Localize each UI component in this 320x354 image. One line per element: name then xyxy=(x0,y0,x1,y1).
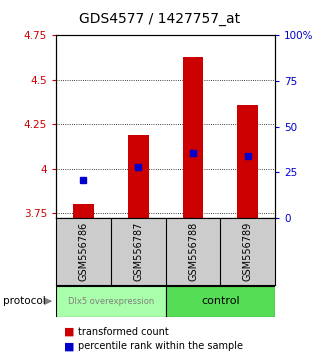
Text: control: control xyxy=(201,296,240,306)
Text: ■: ■ xyxy=(64,341,75,351)
Text: GDS4577 / 1427757_at: GDS4577 / 1427757_at xyxy=(79,12,241,27)
Text: GSM556786: GSM556786 xyxy=(78,222,88,281)
Bar xyxy=(237,105,258,218)
Bar xyxy=(128,135,148,218)
Text: Dlx5 overexpression: Dlx5 overexpression xyxy=(68,297,154,306)
Bar xyxy=(183,57,204,218)
Text: percentile rank within the sample: percentile rank within the sample xyxy=(78,341,244,351)
Text: GSM556789: GSM556789 xyxy=(243,222,253,281)
Text: GSM556788: GSM556788 xyxy=(188,222,198,281)
Text: ■: ■ xyxy=(64,327,75,337)
Bar xyxy=(166,286,275,317)
Text: transformed count: transformed count xyxy=(78,327,169,337)
Bar xyxy=(56,286,166,317)
Bar xyxy=(73,204,94,218)
Text: protocol: protocol xyxy=(3,296,46,306)
Text: GSM556787: GSM556787 xyxy=(133,222,143,281)
